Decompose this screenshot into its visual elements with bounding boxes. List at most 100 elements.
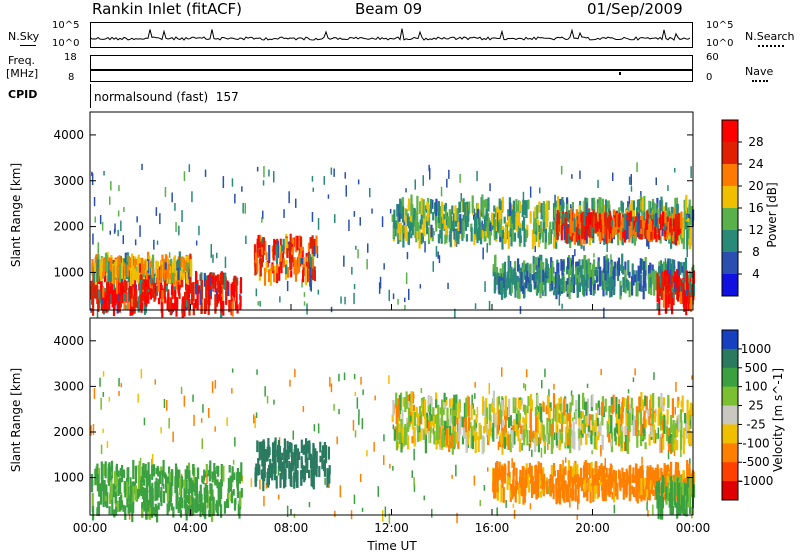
echo-band-4: [587, 212, 590, 230]
echo-speckle: [353, 494, 356, 504]
echo-speckle: [153, 239, 155, 250]
echo-speckle: [423, 495, 425, 501]
echo-speckle: [544, 368, 546, 378]
echo-speckle: [313, 424, 316, 432]
echo-band-0: [110, 475, 113, 482]
echo-band-2: [648, 434, 651, 446]
echo-band-0: [164, 296, 167, 303]
echo-band-2: [295, 235, 298, 253]
echo-speckle: [211, 381, 214, 393]
echo-band-2: [606, 424, 609, 438]
echo-speckle: [367, 243, 369, 253]
echo-band-0: [111, 495, 114, 515]
echo-band-6: [677, 274, 680, 293]
echo-speckle: [473, 475, 476, 486]
echo-speckle: [591, 450, 593, 455]
echo-band-2: [535, 425, 538, 441]
echo-band-2: [449, 398, 452, 408]
echo-speckle: [569, 498, 571, 508]
echo-band-2: [269, 267, 272, 286]
echo-band-4: [677, 484, 680, 496]
echo-band-0: [104, 494, 107, 502]
echo-band-3: [680, 474, 683, 484]
echo-band-6: [679, 291, 682, 304]
echo-speckle: [168, 252, 171, 258]
echo-band-3: [489, 222, 492, 232]
echo-band-2: [659, 412, 662, 425]
echo-band-3: [538, 201, 541, 213]
echo-band-5: [643, 261, 646, 281]
echo-band-3: [462, 198, 465, 213]
echo-speckle: [256, 369, 258, 375]
echo-band-2: [554, 404, 557, 422]
echo-band-2: [618, 430, 621, 438]
echo-band-0: [214, 475, 217, 486]
colorbar-segment: [722, 274, 738, 297]
echo-band-3: [419, 219, 422, 230]
echo-band-0: [142, 463, 145, 481]
echo-band-5: [597, 261, 600, 268]
echo-band-3: [394, 223, 397, 237]
echo-band-0: [168, 302, 171, 312]
echo-band-3: [543, 473, 546, 490]
echo-speckle: [164, 187, 167, 197]
echo-speckle: [572, 417, 574, 422]
panel-velocity: 1000200030004000100050010025-25-100-500-…: [53, 317, 773, 525]
echo-band-2: [306, 268, 309, 283]
echo-band-3: [559, 464, 562, 479]
echo-band-5: [568, 279, 571, 299]
echo-band-4: [650, 220, 653, 240]
echo-speckle: [362, 389, 364, 395]
colorbar-segment: [722, 120, 738, 143]
echo-band-0: [209, 460, 212, 480]
echo-band-2: [285, 264, 288, 275]
echo-band-4: [636, 225, 639, 238]
echo-band-5: [556, 272, 559, 280]
echo-band-0: [121, 465, 124, 483]
echo-band-0: [219, 289, 222, 297]
echo-band-3: [494, 219, 497, 227]
echo-band-3: [437, 216, 440, 223]
echo-band-1: [127, 255, 130, 273]
echo-band-3: [542, 222, 545, 232]
echo-speckle: [110, 181, 112, 191]
echo-band-3: [559, 469, 562, 489]
echo-band-5: [684, 280, 687, 296]
echo-band-0: [232, 489, 235, 496]
echo-speckle: [680, 449, 682, 458]
echo-band-5: [631, 263, 634, 281]
echo-band-3: [399, 212, 402, 219]
echo-band-3: [558, 219, 561, 235]
echo-band-2: [400, 436, 403, 453]
echo-speckle: [653, 372, 655, 380]
echo-band-2: [592, 425, 595, 436]
echo-speckle: [90, 308, 92, 313]
echo-band-1: [146, 261, 149, 271]
nsky-bottom-tick: 10^0: [52, 38, 80, 49]
colorbar-frame: [721, 329, 739, 501]
echo-band-2: [538, 437, 542, 444]
echo-band-2: [563, 398, 566, 416]
echo-band-0: [184, 469, 187, 484]
echo-band-4: [579, 213, 583, 223]
echo-band-1: [310, 466, 313, 487]
echo-band-5: [504, 271, 507, 280]
echo-band-5: [583, 255, 586, 274]
echo-band-3: [650, 207, 653, 218]
echo-band-2: [470, 404, 473, 420]
echo-speckle: [675, 381, 677, 392]
echo-band-2: [418, 406, 422, 418]
echo-band-6: [691, 277, 694, 285]
echo-band-0: [203, 487, 206, 501]
echo-speckle: [634, 368, 636, 376]
echo-band-3: [521, 204, 524, 218]
echo-speckle: [448, 169, 450, 179]
echo-band-3: [523, 230, 526, 247]
echo-band-0: [236, 477, 239, 489]
echo-speckle: [353, 373, 356, 380]
echo-band-4: [602, 221, 605, 239]
echo-band-4: [630, 221, 633, 237]
echo-speckle: [366, 450, 368, 457]
echo-band-3: [561, 485, 565, 499]
echo-band-2: [591, 414, 594, 425]
